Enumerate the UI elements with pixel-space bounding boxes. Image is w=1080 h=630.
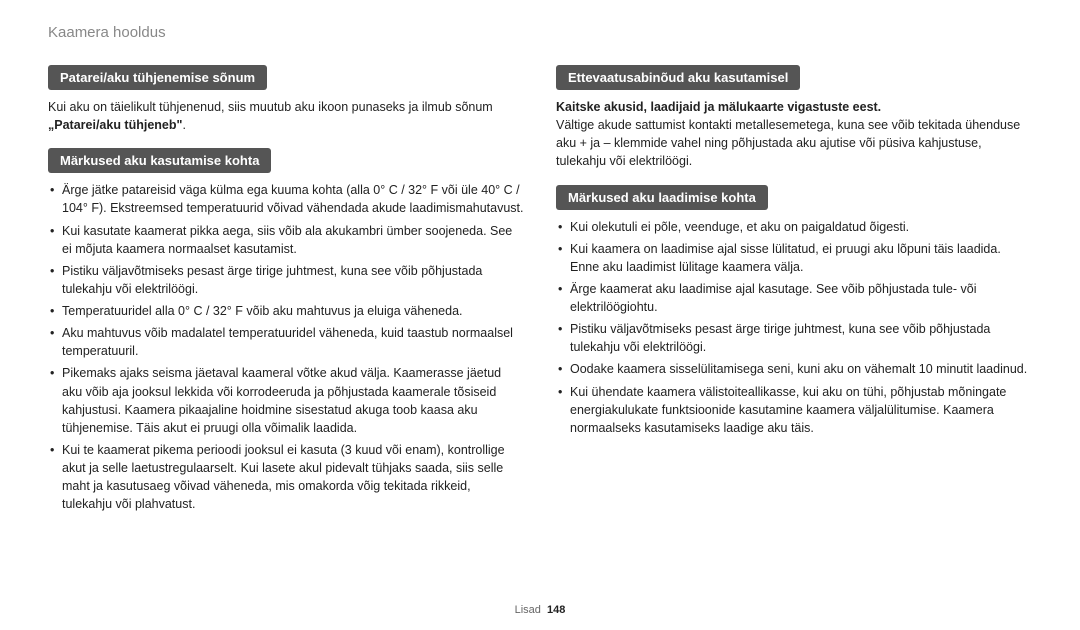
list-item: Kui kaamera on laadimise ajal sisse lüli… bbox=[556, 240, 1032, 276]
para-discharge-msg: Kui aku on täielikult tühjenenud, siis m… bbox=[48, 98, 524, 134]
para-precautions: Kaitske akusid, laadijaid ja mälukaarte … bbox=[556, 98, 1032, 171]
text-bold: Kaitske akusid, laadijaid ja mälukaarte … bbox=[556, 100, 881, 114]
heading-battery-usage-notes: Märkused aku kasutamise kohta bbox=[48, 148, 271, 173]
list-item: Pikemaks ajaks seisma jäetaval kaameral … bbox=[48, 364, 524, 437]
list-item: Ärge jätke patareisid väga külma ega kuu… bbox=[48, 181, 524, 217]
heading-battery-discharge-msg: Patarei/aku tühjenemise sõnum bbox=[48, 65, 267, 90]
list-item: Kui kasutate kaamerat pikka aega, siis v… bbox=[48, 222, 524, 258]
text-segment: . bbox=[182, 118, 185, 132]
list-item: Pistiku väljavõtmiseks pesast ärge tirig… bbox=[48, 262, 524, 298]
list-item: Kui ühendate kaamera välistoiteallikasse… bbox=[556, 383, 1032, 437]
footer-label: Lisad bbox=[515, 604, 541, 616]
list-item: Kui te kaamerat pikema perioodi jooksul … bbox=[48, 441, 524, 514]
left-column: Patarei/aku tühjenemise sõnum Kui aku on… bbox=[48, 65, 524, 527]
page-title: Kaamera hooldus bbox=[48, 24, 1032, 41]
content-columns: Patarei/aku tühjenemise sõnum Kui aku on… bbox=[48, 65, 1032, 527]
list-item: Pistiku väljavõtmiseks pesast ärge tirig… bbox=[556, 320, 1032, 356]
text-bold: „Patarei/aku tühjeneb" bbox=[48, 118, 182, 132]
text-segment: Kui aku on täielikult tühjenenud, siis m… bbox=[48, 100, 493, 114]
battery-usage-list: Ärge jätke patareisid väga külma ega kuu… bbox=[48, 181, 524, 513]
page-footer: Lisad 148 bbox=[0, 604, 1080, 616]
list-item: Kui olekutuli ei põle, veenduge, et aku … bbox=[556, 218, 1032, 236]
battery-charging-list: Kui olekutuli ei põle, veenduge, et aku … bbox=[556, 218, 1032, 437]
footer-page-number: 148 bbox=[547, 604, 565, 616]
right-column: Ettevaatusabinõud aku kasutamisel Kaitsk… bbox=[556, 65, 1032, 527]
heading-battery-charging-notes: Märkused aku laadimise kohta bbox=[556, 185, 768, 210]
list-item: Aku mahtuvus võib madalatel temperatuuri… bbox=[48, 324, 524, 360]
text-segment: Vältige akude sattumist kontakti metalle… bbox=[556, 118, 1020, 168]
heading-battery-precautions: Ettevaatusabinõud aku kasutamisel bbox=[556, 65, 800, 90]
list-item: Ärge kaamerat aku laadimise ajal kasutag… bbox=[556, 280, 1032, 316]
list-item: Oodake kaamera sisselülitamisega seni, k… bbox=[556, 360, 1032, 378]
list-item: Temperatuuridel alla 0° C / 32° F võib a… bbox=[48, 302, 524, 320]
